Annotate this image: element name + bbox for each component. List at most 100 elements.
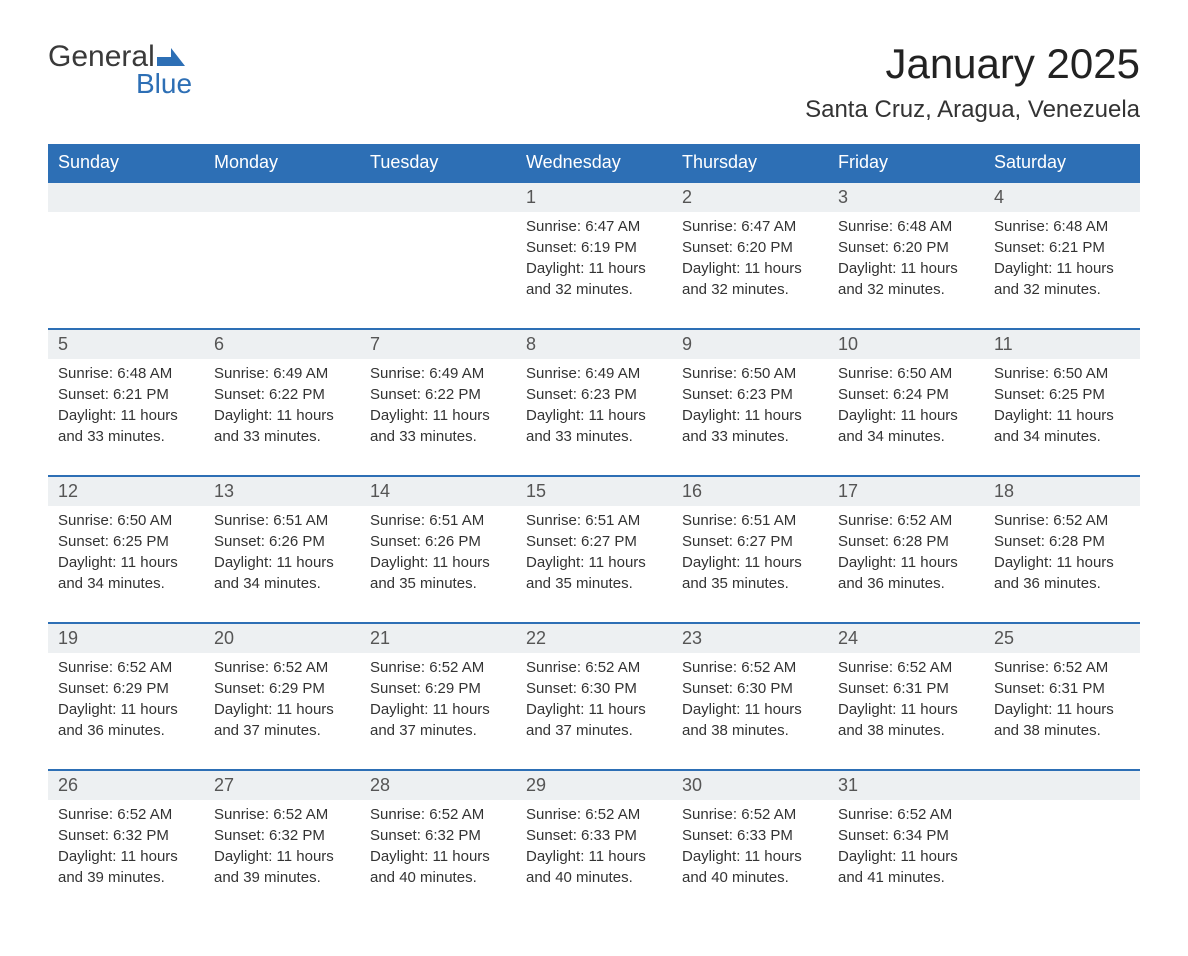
sunrise-text: Sunrise: 6:49 AM xyxy=(214,363,350,384)
day-number: 5 xyxy=(58,334,68,354)
day-header: Friday xyxy=(828,144,984,182)
day-number: 24 xyxy=(838,628,858,648)
sunset-text: Sunset: 6:33 PM xyxy=(526,825,662,846)
day-content-cell: Sunrise: 6:49 AMSunset: 6:22 PMDaylight:… xyxy=(360,359,516,476)
sunset-text: Sunset: 6:24 PM xyxy=(838,384,974,405)
sunset-text: Sunset: 6:32 PM xyxy=(370,825,506,846)
calendar-table: SundayMondayTuesdayWednesdayThursdayFrid… xyxy=(48,144,1140,916)
sunrise-text: Sunrise: 6:52 AM xyxy=(370,657,506,678)
day-content-cell xyxy=(984,800,1140,916)
month-title: January 2025 xyxy=(805,40,1140,88)
day-content-cell: Sunrise: 6:48 AMSunset: 6:21 PMDaylight:… xyxy=(48,359,204,476)
sunrise-text: Sunrise: 6:48 AM xyxy=(994,216,1130,237)
day-content-cell: Sunrise: 6:51 AMSunset: 6:27 PMDaylight:… xyxy=(672,506,828,623)
sunset-text: Sunset: 6:28 PM xyxy=(994,531,1130,552)
sunrise-text: Sunrise: 6:47 AM xyxy=(682,216,818,237)
sunrise-text: Sunrise: 6:50 AM xyxy=(58,510,194,531)
sunrise-text: Sunrise: 6:52 AM xyxy=(838,510,974,531)
day-number: 1 xyxy=(526,187,536,207)
sunset-text: Sunset: 6:30 PM xyxy=(682,678,818,699)
daylight-text: Daylight: 11 hours and 33 minutes. xyxy=(526,405,662,447)
day-number: 13 xyxy=(214,481,234,501)
logo: General Blue xyxy=(48,40,192,100)
day-number-cell: 3 xyxy=(828,182,984,212)
week-number-row: 1234 xyxy=(48,182,1140,212)
sunset-text: Sunset: 6:23 PM xyxy=(682,384,818,405)
sunset-text: Sunset: 6:21 PM xyxy=(994,237,1130,258)
sunrise-text: Sunrise: 6:49 AM xyxy=(370,363,506,384)
sunrise-text: Sunrise: 6:50 AM xyxy=(994,363,1130,384)
daylight-text: Daylight: 11 hours and 32 minutes. xyxy=(838,258,974,300)
day-content-cell: Sunrise: 6:52 AMSunset: 6:28 PMDaylight:… xyxy=(984,506,1140,623)
day-number-cell: 31 xyxy=(828,770,984,800)
day-number-cell xyxy=(204,182,360,212)
week-content-row: Sunrise: 6:50 AMSunset: 6:25 PMDaylight:… xyxy=(48,506,1140,623)
day-number: 9 xyxy=(682,334,692,354)
day-number: 10 xyxy=(838,334,858,354)
daylight-text: Daylight: 11 hours and 34 minutes. xyxy=(58,552,194,594)
day-content-cell: Sunrise: 6:52 AMSunset: 6:34 PMDaylight:… xyxy=(828,800,984,916)
sunset-text: Sunset: 6:29 PM xyxy=(370,678,506,699)
day-number: 19 xyxy=(58,628,78,648)
daylight-text: Daylight: 11 hours and 40 minutes. xyxy=(370,846,506,888)
day-number: 3 xyxy=(838,187,848,207)
week-content-row: Sunrise: 6:48 AMSunset: 6:21 PMDaylight:… xyxy=(48,359,1140,476)
day-number: 7 xyxy=(370,334,380,354)
daylight-text: Daylight: 11 hours and 38 minutes. xyxy=(682,699,818,741)
week-number-row: 12131415161718 xyxy=(48,476,1140,506)
day-number-cell xyxy=(360,182,516,212)
sunset-text: Sunset: 6:20 PM xyxy=(682,237,818,258)
sunset-text: Sunset: 6:19 PM xyxy=(526,237,662,258)
day-number-cell: 6 xyxy=(204,329,360,359)
sunrise-text: Sunrise: 6:50 AM xyxy=(682,363,818,384)
sunset-text: Sunset: 6:27 PM xyxy=(682,531,818,552)
day-content-cell: Sunrise: 6:52 AMSunset: 6:29 PMDaylight:… xyxy=(360,653,516,770)
day-content-cell: Sunrise: 6:49 AMSunset: 6:22 PMDaylight:… xyxy=(204,359,360,476)
day-number: 18 xyxy=(994,481,1014,501)
day-number: 20 xyxy=(214,628,234,648)
sunrise-text: Sunrise: 6:51 AM xyxy=(682,510,818,531)
daylight-text: Daylight: 11 hours and 32 minutes. xyxy=(526,258,662,300)
daylight-text: Daylight: 11 hours and 34 minutes. xyxy=(214,552,350,594)
daylight-text: Daylight: 11 hours and 38 minutes. xyxy=(994,699,1130,741)
sunrise-text: Sunrise: 6:51 AM xyxy=(370,510,506,531)
day-number: 28 xyxy=(370,775,390,795)
day-number: 21 xyxy=(370,628,390,648)
day-number: 14 xyxy=(370,481,390,501)
sunrise-text: Sunrise: 6:52 AM xyxy=(526,657,662,678)
sunrise-text: Sunrise: 6:51 AM xyxy=(214,510,350,531)
day-number-cell: 23 xyxy=(672,623,828,653)
daylight-text: Daylight: 11 hours and 34 minutes. xyxy=(994,405,1130,447)
sunset-text: Sunset: 6:31 PM xyxy=(994,678,1130,699)
day-header: Monday xyxy=(204,144,360,182)
logo-flag-icon xyxy=(157,48,185,66)
day-number-cell: 5 xyxy=(48,329,204,359)
sunset-text: Sunset: 6:22 PM xyxy=(370,384,506,405)
day-content-cell: Sunrise: 6:52 AMSunset: 6:32 PMDaylight:… xyxy=(360,800,516,916)
sunset-text: Sunset: 6:29 PM xyxy=(214,678,350,699)
day-number-cell: 16 xyxy=(672,476,828,506)
sunset-text: Sunset: 6:25 PM xyxy=(58,531,194,552)
day-content-cell: Sunrise: 6:52 AMSunset: 6:29 PMDaylight:… xyxy=(48,653,204,770)
daylight-text: Daylight: 11 hours and 32 minutes. xyxy=(994,258,1130,300)
sunrise-text: Sunrise: 6:52 AM xyxy=(682,657,818,678)
day-number-cell: 14 xyxy=(360,476,516,506)
daylight-text: Daylight: 11 hours and 33 minutes. xyxy=(214,405,350,447)
daylight-text: Daylight: 11 hours and 37 minutes. xyxy=(370,699,506,741)
day-content-cell: Sunrise: 6:50 AMSunset: 6:24 PMDaylight:… xyxy=(828,359,984,476)
day-header: Thursday xyxy=(672,144,828,182)
day-content-cell xyxy=(360,212,516,329)
day-content-cell: Sunrise: 6:47 AMSunset: 6:19 PMDaylight:… xyxy=(516,212,672,329)
week-number-row: 19202122232425 xyxy=(48,623,1140,653)
day-number: 25 xyxy=(994,628,1014,648)
day-number-cell: 7 xyxy=(360,329,516,359)
day-number: 30 xyxy=(682,775,702,795)
week-number-row: 567891011 xyxy=(48,329,1140,359)
day-content-cell: Sunrise: 6:51 AMSunset: 6:27 PMDaylight:… xyxy=(516,506,672,623)
day-content-cell: Sunrise: 6:49 AMSunset: 6:23 PMDaylight:… xyxy=(516,359,672,476)
day-content-cell: Sunrise: 6:50 AMSunset: 6:25 PMDaylight:… xyxy=(984,359,1140,476)
day-content-cell: Sunrise: 6:48 AMSunset: 6:21 PMDaylight:… xyxy=(984,212,1140,329)
day-number-cell: 4 xyxy=(984,182,1140,212)
day-content-cell: Sunrise: 6:50 AMSunset: 6:23 PMDaylight:… xyxy=(672,359,828,476)
sunrise-text: Sunrise: 6:52 AM xyxy=(838,657,974,678)
